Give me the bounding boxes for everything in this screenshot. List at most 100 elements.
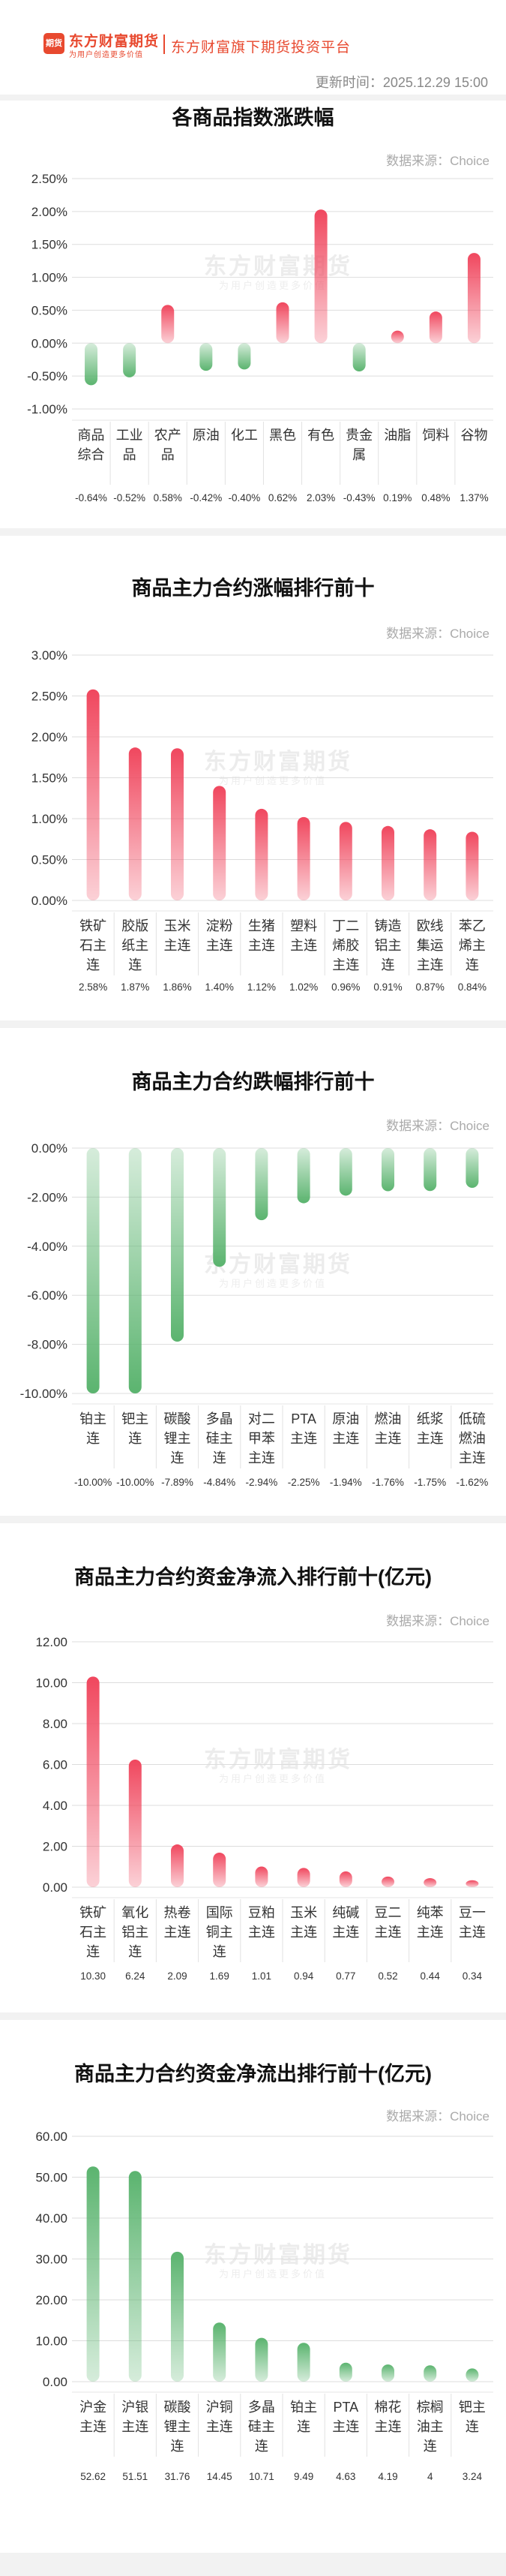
data-source-label: 数据来源：Choice xyxy=(386,627,490,641)
y-tick-label: 2.00% xyxy=(31,205,67,219)
y-tick-label: 1.00% xyxy=(31,271,67,285)
y-tick-label: 0.00% xyxy=(31,1141,67,1156)
category-label: 热卷主连 xyxy=(164,1905,191,1940)
category-label: 沪铜主连 xyxy=(206,2400,233,2434)
category-label: 碳酸锂主连 xyxy=(164,2400,191,2454)
bar xyxy=(128,2171,142,2382)
value-label: 52.62 xyxy=(80,2471,106,2482)
value-label: 2.09 xyxy=(167,1970,187,1982)
category-label: 铁矿石主连 xyxy=(79,918,106,972)
value-label: 0.52 xyxy=(378,1970,397,1982)
value-label: 10.30 xyxy=(80,1970,106,1982)
logo-divider xyxy=(163,35,165,54)
watermark-name: 东方财富期货 xyxy=(204,1252,352,1277)
bar xyxy=(339,1148,352,1196)
category-label: 纸浆主连 xyxy=(417,1411,444,1446)
data-source-label: 数据来源：Choice xyxy=(386,1614,490,1628)
category-label: 对二甲苯主连 xyxy=(248,1411,275,1465)
category-label: 塑料主连 xyxy=(290,918,317,953)
chart-card: 商品主力合约资金净流入排行前十(亿元) 数据来源：Choice 东方财富期货 为用户创… xyxy=(0,1523,506,2012)
category-label: 棉花主连 xyxy=(375,2400,402,2434)
value-label: -7.89% xyxy=(161,1477,193,1488)
update-time: 更新时间：2025.12.29 15:00 xyxy=(315,75,488,90)
y-tick-label: 12.00 xyxy=(35,1635,67,1649)
value-label: 31.76 xyxy=(165,2471,190,2482)
category-label: 碳酸锂主连 xyxy=(164,1411,191,1465)
category-label: 玉米主连 xyxy=(164,918,191,953)
bar xyxy=(123,343,136,377)
value-label: -1.75% xyxy=(414,1477,446,1488)
value-label: 0.58% xyxy=(154,492,182,503)
category-label: 燃油主连 xyxy=(375,1411,402,1446)
bar xyxy=(382,2364,394,2382)
bar xyxy=(255,808,268,900)
value-label: -10.00% xyxy=(116,1477,154,1488)
category-label: PTA 主连 xyxy=(332,2400,359,2434)
category-label: 氧化铝主连 xyxy=(121,1905,148,1959)
watermark-slogan: 为用户创造更多价值 xyxy=(219,1278,328,1289)
bar xyxy=(86,1676,100,1887)
logo-glyph: 期货 xyxy=(46,39,62,48)
y-tick-label: 30.00 xyxy=(35,2253,67,2267)
category-label: 生猪主连 xyxy=(248,918,275,953)
y-tick-label: 60.00 xyxy=(35,2130,67,2144)
value-label: -0.52% xyxy=(113,492,145,503)
value-label: -0.43% xyxy=(343,492,376,503)
category-label: 多晶硅主连 xyxy=(206,1411,233,1465)
category-label: 化工 xyxy=(231,428,258,443)
category-label: 沪银主连 xyxy=(121,2400,148,2434)
watermark-name: 东方财富期货 xyxy=(204,2243,352,2268)
category-label: 原油 xyxy=(193,428,220,443)
value-label: 1.40% xyxy=(205,981,234,993)
category-label: 棕榈油主连 xyxy=(417,2400,444,2454)
value-label: -0.64% xyxy=(75,492,107,503)
bar xyxy=(128,1759,142,1887)
bar xyxy=(339,1871,352,1887)
category-label: 铂主连 xyxy=(79,1411,106,1446)
watermark-name: 东方财富期货 xyxy=(204,750,352,774)
bar xyxy=(255,1866,268,1887)
y-tick-label: 0.00% xyxy=(31,336,67,350)
bar xyxy=(199,343,213,371)
category-label: 纯苯主连 xyxy=(417,1905,444,1940)
category-label: 玉米主连 xyxy=(290,1905,317,1940)
bar xyxy=(424,2365,437,2382)
bar xyxy=(382,1876,394,1887)
bar xyxy=(424,1878,437,1887)
category-label: 铁矿石主连 xyxy=(79,1905,106,1959)
value-label: -0.40% xyxy=(229,492,261,503)
y-tick-label: -10.00% xyxy=(20,1387,67,1401)
chart-title: 商品主力合约资金净流出排行前十(亿元) xyxy=(74,2063,432,2085)
category-label: 原油主连 xyxy=(332,1411,359,1446)
y-tick-label: -0.50% xyxy=(27,369,67,383)
value-label: -10.00% xyxy=(74,1477,112,1488)
y-tick-label: 2.00% xyxy=(31,730,67,744)
category-label: 铸造铝主连 xyxy=(375,918,402,972)
bar xyxy=(429,311,442,344)
bar xyxy=(391,330,404,344)
bar xyxy=(171,1844,184,1887)
bar xyxy=(424,829,437,900)
value-label: 0.48% xyxy=(421,492,450,503)
bar xyxy=(297,1148,310,1204)
category-label: 低硫燃油主连 xyxy=(459,1411,486,1465)
chart-card: 各商品指数涨跌幅 数据来源：Choice 东方财富期货 为用户创造更多价值 -1.00%… xyxy=(0,101,506,528)
bar xyxy=(255,1148,268,1221)
category-label: 谷物 xyxy=(460,428,487,443)
bar-chart: -1.00% -0.50% 0.00% 0.50% 1.00% 1.50% 2.00% 2.5… xyxy=(27,172,493,503)
watermark-name: 东方财富期货 xyxy=(204,1748,352,1772)
chart-title: 各商品指数涨跌幅 xyxy=(172,107,334,129)
bar-chart: 0.00 10.00 20.00 30.00 40.00 50.00 60.00 沪金主连 52… xyxy=(35,2130,493,2482)
bar xyxy=(213,1148,226,1267)
y-tick-label: 1.50% xyxy=(31,771,67,786)
bar-chart: -10.00%-8.00%-6.00%-4.00%-2.00%0.00%铂主连-… xyxy=(20,1141,493,1488)
value-label: 14.45 xyxy=(207,2471,232,2482)
value-label: -2.94% xyxy=(246,1477,278,1488)
y-tick-label: 50.00 xyxy=(35,2171,67,2185)
value-label: -1.94% xyxy=(330,1477,362,1488)
value-label: -2.25% xyxy=(288,1477,320,1488)
value-label: 1.01 xyxy=(252,1970,271,1982)
y-tick-label: 3.00% xyxy=(31,648,67,663)
value-label: 0.77 xyxy=(336,1970,355,1982)
y-tick-label: -8.00% xyxy=(27,1338,67,1352)
